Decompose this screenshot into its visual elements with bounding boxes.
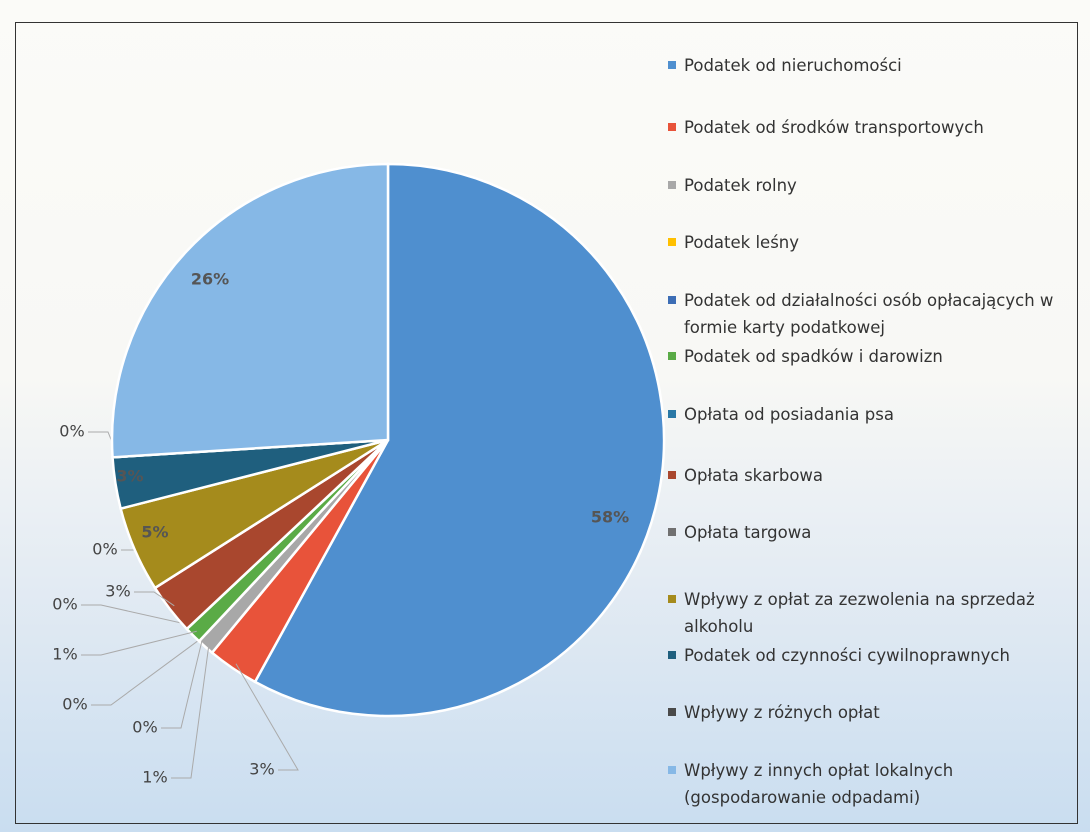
data-label: 0% [52, 595, 77, 614]
legend-label: Opłata skarbowa [684, 466, 824, 485]
legend-swatch [668, 410, 676, 418]
data-label: 0% [62, 695, 87, 714]
leader-line [81, 604, 191, 626]
data-label: 5% [141, 523, 168, 542]
data-label: 26% [191, 270, 229, 289]
legend-swatch [668, 471, 676, 479]
data-label: 0% [92, 540, 117, 559]
legend-swatch [668, 296, 676, 304]
legend-entry: Podatek leśny [668, 229, 1090, 256]
chart-frame [15, 22, 1078, 824]
legend-swatch [668, 528, 676, 536]
data-label: 3% [249, 760, 274, 779]
legend-swatch [668, 766, 676, 774]
legend-label: Podatek od działalności osób opłacającyc… [684, 291, 1054, 337]
legend-entry: Podatek od działalności osób opłacającyc… [668, 287, 1090, 341]
data-label: 58% [591, 508, 629, 527]
legend-entry: Podatek od czynności cywilnoprawnych [668, 642, 1090, 669]
legend-entry: Wpływy z opłat za zezwolenia na sprzedaż… [668, 586, 1090, 640]
legend-entry: Opłata od posiadania psa [668, 401, 1090, 428]
leader-line [81, 630, 197, 656]
legend-label: Wpływy z innych opłat lokalnych (gospoda… [684, 761, 954, 807]
data-label: 0% [59, 422, 84, 441]
leader-line [134, 591, 175, 607]
leader-line [161, 637, 204, 729]
legend-label: Podatek od środków transportowych [684, 118, 984, 137]
data-label: 1% [142, 768, 167, 787]
legend-label: Podatek od nieruchomości [684, 56, 902, 75]
legend-entry: Opłata skarbowa [668, 462, 1090, 489]
legend-entry: Podatek od środków transportowych [668, 114, 1090, 141]
legend-swatch [668, 181, 676, 189]
legend-label: Opłata targowa [684, 523, 812, 542]
legend-label: Podatek od spadków i darowizn [684, 347, 943, 366]
data-label: 1% [52, 645, 77, 664]
legend-entry: Wpływy z różnych opłat [668, 699, 1090, 726]
legend-label: Podatek leśny [684, 233, 800, 252]
legend-swatch [668, 708, 676, 716]
legend-swatch [668, 123, 676, 131]
legend-label: Opłata od posiadania psa [684, 405, 894, 424]
leader-line [91, 636, 204, 706]
data-label: 0% [132, 718, 157, 737]
leader-line [171, 642, 210, 779]
legend-swatch [668, 238, 676, 246]
legend-swatch [668, 595, 676, 603]
leader-line [235, 663, 299, 771]
legend-entry: Wpływy z innych opłat lokalnych (gospoda… [668, 757, 1090, 811]
data-label: 3% [116, 467, 143, 486]
legend-label: Wpływy z różnych opłat [684, 703, 880, 722]
pie-slice [253, 162, 666, 718]
legend-swatch [668, 61, 676, 69]
legend-entry: Opłata targowa [668, 519, 1090, 546]
legend-label: Podatek od czynności cywilnoprawnych [684, 646, 1010, 665]
legend-entry: Podatek od nieruchomości [668, 52, 1090, 79]
pie-slice [110, 162, 390, 459]
legend-entry: Podatek od spadków i darowizn [668, 343, 1090, 370]
legend-swatch [668, 352, 676, 360]
legend-swatch [668, 651, 676, 659]
data-label: 3% [105, 582, 130, 601]
legend-label: Podatek rolny [684, 176, 797, 195]
legend-entry: Podatek rolny [668, 172, 1090, 199]
legend-label: Wpływy z opłat za zezwolenia na sprzedaż… [684, 590, 1035, 636]
